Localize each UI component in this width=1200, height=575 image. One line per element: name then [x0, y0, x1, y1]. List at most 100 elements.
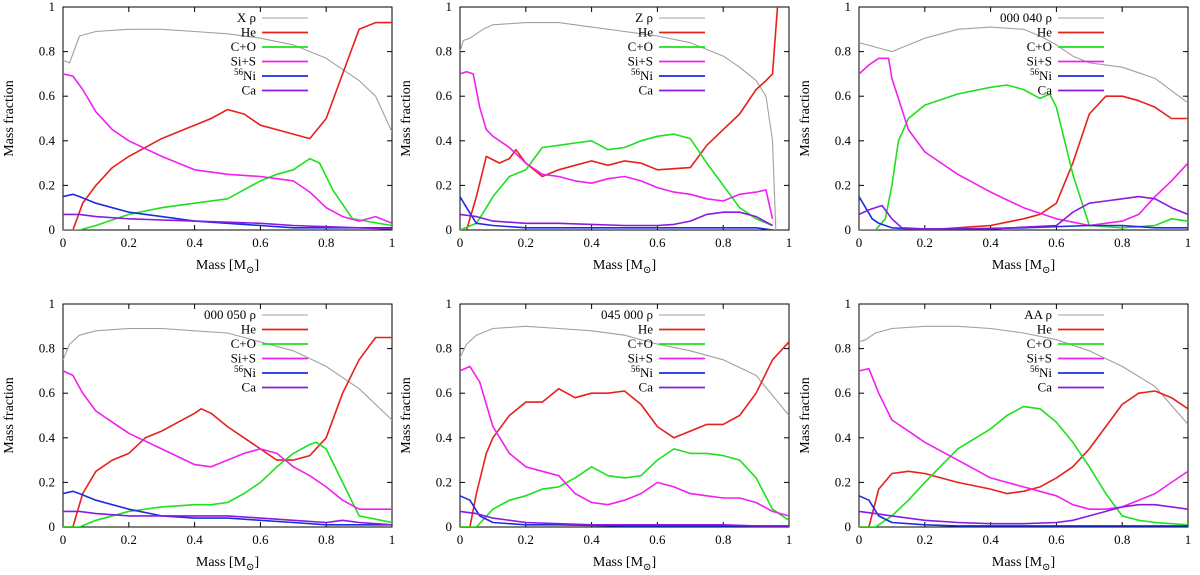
legend-label: He [638, 322, 653, 337]
x-axis-label: Mass [M⊙] [992, 555, 1055, 573]
series-line-He [859, 390, 1188, 527]
legend-label: Si+S [1027, 54, 1052, 69]
series-line-Ni [63, 490, 392, 526]
legend-label: Ca [242, 83, 257, 98]
x-tick-label: 1 [389, 532, 396, 547]
series-line-Ca [859, 503, 1188, 525]
series-line-He [63, 336, 392, 527]
series-line-Ni [63, 193, 392, 229]
series-line-Ca [63, 510, 392, 526]
x-tick-label: 0.8 [715, 235, 731, 250]
y-tick-label: 0.8 [835, 341, 851, 356]
y-tick-label: 0.6 [835, 385, 852, 400]
x-tick-label: 0.4 [186, 532, 203, 547]
x-tick-label: 1 [1185, 532, 1192, 547]
x-tick-label: 0.6 [252, 532, 269, 547]
plot-frame [459, 6, 790, 231]
x-tick-label: 0.2 [917, 532, 933, 547]
series-line-Ca [859, 195, 1188, 230]
legend-label: 56Ni [631, 67, 653, 83]
y-tick-label: 0.4 [39, 133, 56, 148]
x-tick-label: 0 [856, 235, 863, 250]
legend-label: C+O [628, 39, 653, 54]
legend-label: 56Ni [234, 67, 256, 83]
x-tick-label: 0.4 [583, 235, 600, 250]
x-tick-label: 0 [60, 235, 67, 250]
x-tick-label: 0 [856, 532, 863, 547]
x-axis-label: Mass [M⊙] [196, 555, 259, 573]
legend-label: He [241, 25, 256, 40]
y-tick-label: 0.8 [436, 44, 452, 59]
legend-label: Z ρ [635, 10, 653, 25]
x-tick-label: 0.4 [982, 532, 999, 547]
series-line-Ni [859, 495, 1188, 527]
y-tick-label: 0.4 [835, 133, 852, 148]
series-line-rho [460, 325, 789, 416]
y-tick-label: 0 [845, 519, 852, 534]
legend-label: 56Ni [631, 364, 653, 380]
series-line-CO [63, 441, 392, 527]
series-line-SiS [859, 57, 1188, 227]
y-tick-label: 1 [845, 0, 852, 14]
x-tick-label: 0.2 [518, 532, 534, 547]
series-line-He [460, 341, 789, 527]
series-line-SiS [460, 365, 789, 517]
y-tick-label: 0.8 [39, 341, 55, 356]
y-axis-label: Mass fraction [399, 377, 414, 454]
y-tick-label: 0.8 [39, 44, 55, 59]
y-tick-label: 0.4 [39, 430, 56, 445]
series-line-Ni [460, 495, 789, 527]
series-line-Ca [460, 510, 789, 527]
legend-label: Ca [639, 83, 654, 98]
y-tick-label: 0.6 [39, 385, 56, 400]
x-tick-label: 0.6 [252, 235, 269, 250]
y-tick-label: 0.6 [436, 88, 453, 103]
x-axis-label: Mass [M⊙] [593, 555, 656, 573]
series-line-SiS [63, 73, 392, 225]
y-tick-label: 0.2 [835, 474, 851, 489]
legend-label: C+O [628, 336, 653, 351]
y-tick-label: 0.4 [835, 430, 852, 445]
series-line-CO [460, 448, 789, 527]
y-tick-label: 0 [446, 222, 453, 237]
y-tick-label: 0.2 [436, 474, 452, 489]
y-tick-label: 1 [845, 296, 852, 311]
y-axis-label: Mass fraction [399, 80, 414, 157]
y-tick-label: 0.4 [436, 430, 453, 445]
legend-label: C+O [1027, 336, 1052, 351]
y-tick-label: 1 [446, 296, 453, 311]
series-line-CO [859, 84, 1188, 230]
y-tick-label: 0.8 [436, 341, 452, 356]
legend-label: 000 040 ρ [1000, 10, 1052, 25]
y-tick-label: 0 [446, 519, 453, 534]
chart-panel: 0 0.2 0.4 0.6 0.8 1 0 0.2 0.4 0.6 0.8 1 Mass [M⊙] Mas… [399, 0, 792, 276]
plot-frame [62, 303, 393, 528]
legend-label: C+O [231, 39, 256, 54]
series-line-CO [63, 157, 392, 230]
series-line-CO [859, 405, 1188, 527]
series-line-Ni [460, 196, 773, 230]
legend-label: He [241, 322, 256, 337]
plot-frame [858, 303, 1189, 528]
y-axis-label: Mass fraction [2, 80, 17, 157]
legend-label: Ca [242, 380, 257, 395]
legend-label: 56Ni [1030, 364, 1052, 380]
y-tick-label: 0.6 [39, 88, 56, 103]
y-tick-label: 0.6 [835, 88, 852, 103]
x-tick-label: 1 [389, 235, 396, 250]
x-tick-label: 0.8 [318, 235, 334, 250]
x-tick-label: 0 [457, 532, 464, 547]
y-tick-label: 1 [49, 0, 56, 14]
x-tick-label: 0.2 [518, 235, 534, 250]
x-tick-label: 1 [1185, 235, 1192, 250]
y-axis-label: Mass fraction [2, 377, 17, 454]
x-tick-label: 0 [60, 532, 67, 547]
legend-label: He [1037, 322, 1052, 337]
plot-frame [62, 6, 393, 231]
series-line-rho [859, 325, 1188, 425]
chart-panel: 0 0.2 0.4 0.6 0.8 1 0 0.2 0.4 0.6 0.8 1 Mass [M⊙] Mas… [2, 296, 395, 573]
x-tick-label: 0 [457, 235, 464, 250]
y-tick-label: 0 [49, 519, 56, 534]
series-line-He [460, 7, 779, 230]
x-tick-label: 0.6 [1048, 235, 1065, 250]
